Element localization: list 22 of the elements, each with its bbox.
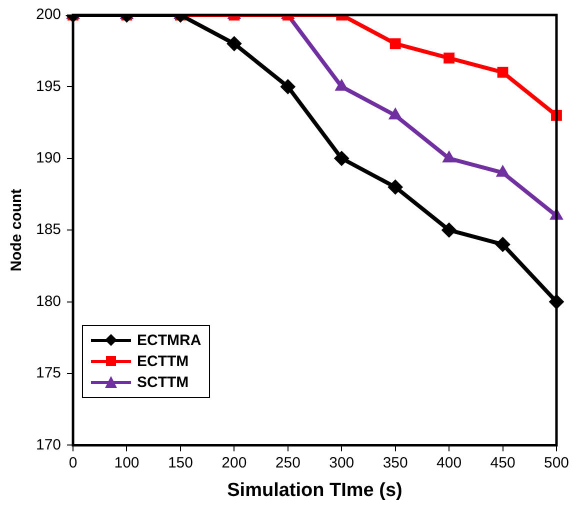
y-axis-title: Node count [8, 188, 26, 272]
x-tick-label: 450 [490, 454, 516, 472]
x-tick-label: 500 [544, 454, 569, 472]
y-tick-label: 170 [36, 436, 62, 454]
x-tick-label: 400 [436, 454, 462, 472]
x-tick-label: 250 [275, 454, 300, 472]
x-tick-label: 300 [329, 454, 354, 472]
x-axis-title: Simulation TIme (s) [227, 480, 402, 501]
legend-label: SCTTM [137, 374, 189, 391]
legend-label: ECTTM [137, 353, 189, 370]
y-tick-label: 180 [36, 292, 62, 310]
x-tick-label: 150 [168, 454, 193, 472]
x-tick-label: 100 [114, 454, 140, 472]
legend-label: ECTMRA [137, 332, 202, 349]
y-tick-label: 190 [36, 150, 62, 167]
x-tick-label: 350 [382, 454, 408, 472]
x-tick-label: 200 [222, 454, 247, 472]
y-tick-label: 175 [36, 364, 62, 382]
x-tick-label: 0 [68, 454, 78, 472]
y-tick-label: 200 [36, 6, 62, 24]
y-tick-label: 195 [36, 78, 62, 95]
y-tick-label: 185 [36, 221, 62, 238]
